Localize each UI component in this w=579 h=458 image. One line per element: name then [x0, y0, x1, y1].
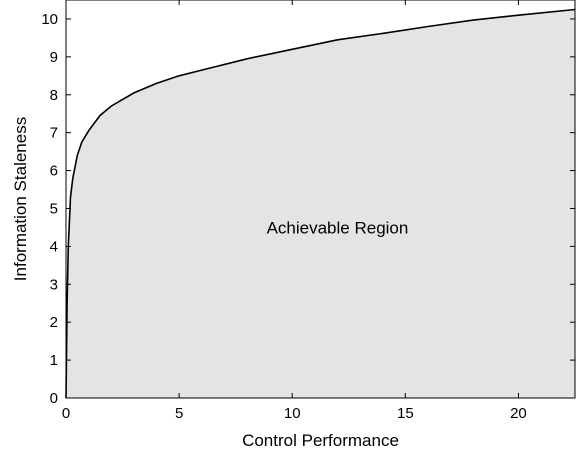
x-axis: 0 5 10 15 20 — [62, 0, 527, 422]
x-tick-label: 15 — [397, 405, 414, 422]
achievable-region-area — [66, 9, 575, 398]
x-axis-label: Control Performance — [242, 431, 399, 450]
y-tick-label: 4 — [50, 238, 58, 255]
y-tick-label: 0 — [50, 390, 58, 407]
frontier-curve — [65, 8, 576, 399]
y-axis-label: Information Staleness — [11, 117, 30, 281]
y-axis: 0 1 2 3 4 5 6 7 8 9 10 — [41, 11, 575, 407]
x-tick-label: 5 — [175, 405, 183, 422]
x-tick-label: 0 — [62, 405, 70, 422]
y-tick-label: 9 — [50, 49, 58, 66]
achievable-region-label: Achievable Region — [267, 218, 409, 237]
x-tick-label: 10 — [284, 405, 301, 422]
y-tick-label: 10 — [41, 11, 58, 28]
x-tick-label: 20 — [510, 405, 527, 422]
plot-frame — [65, 0, 576, 399]
y-tick-label: 7 — [50, 125, 58, 142]
plot-area — [65, 0, 576, 399]
y-tick-label: 8 — [50, 87, 58, 104]
y-tick-label: 3 — [50, 276, 58, 293]
y-tick-label: 6 — [50, 163, 58, 180]
y-tick-label: 2 — [50, 314, 58, 331]
y-tick-label: 5 — [50, 200, 58, 217]
y-tick-label: 1 — [50, 352, 58, 369]
